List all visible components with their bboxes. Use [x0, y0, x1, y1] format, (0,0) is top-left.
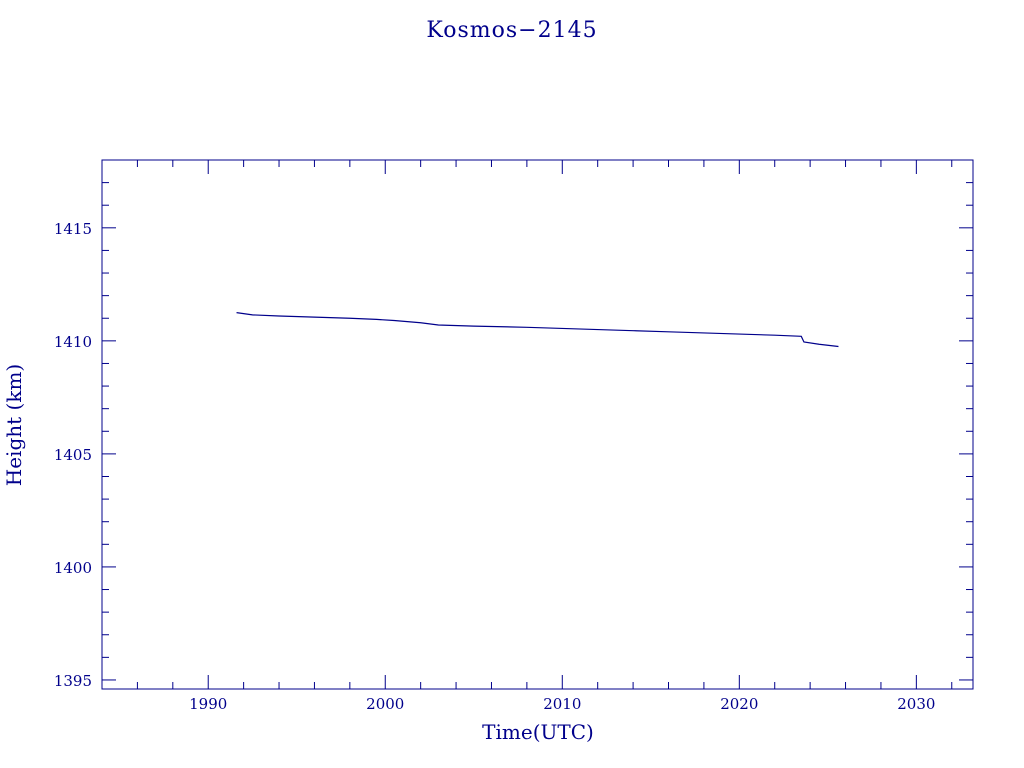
x-axis-label: Time(UTC): [482, 720, 594, 744]
y-axis-label: Height (km): [2, 364, 26, 486]
chart-title: Kosmos−2145: [426, 18, 597, 43]
series-layer: [236, 312, 839, 348]
series-line: [236, 312, 839, 348]
x-tick-label: 1990: [189, 695, 227, 713]
y-tick-label: 1400: [54, 559, 92, 577]
x-tick-label: 2030: [897, 695, 935, 713]
y-tick-label: 1405: [54, 446, 92, 464]
y-tick-label: 1410: [54, 333, 92, 351]
x-tick-label: 2010: [543, 695, 581, 713]
x-tick-label: 2000: [366, 695, 404, 713]
axis-ticks: [102, 160, 973, 689]
y-tick-label: 1415: [54, 220, 92, 238]
x-tick-label: 2020: [720, 695, 758, 713]
axis-tick-labels: 1990 2000 2010 2020 2030 1395 1400 1405 1410 1415: [54, 220, 936, 713]
y-tick-label: 1395: [54, 672, 92, 690]
plot-frame: [101, 159, 974, 690]
